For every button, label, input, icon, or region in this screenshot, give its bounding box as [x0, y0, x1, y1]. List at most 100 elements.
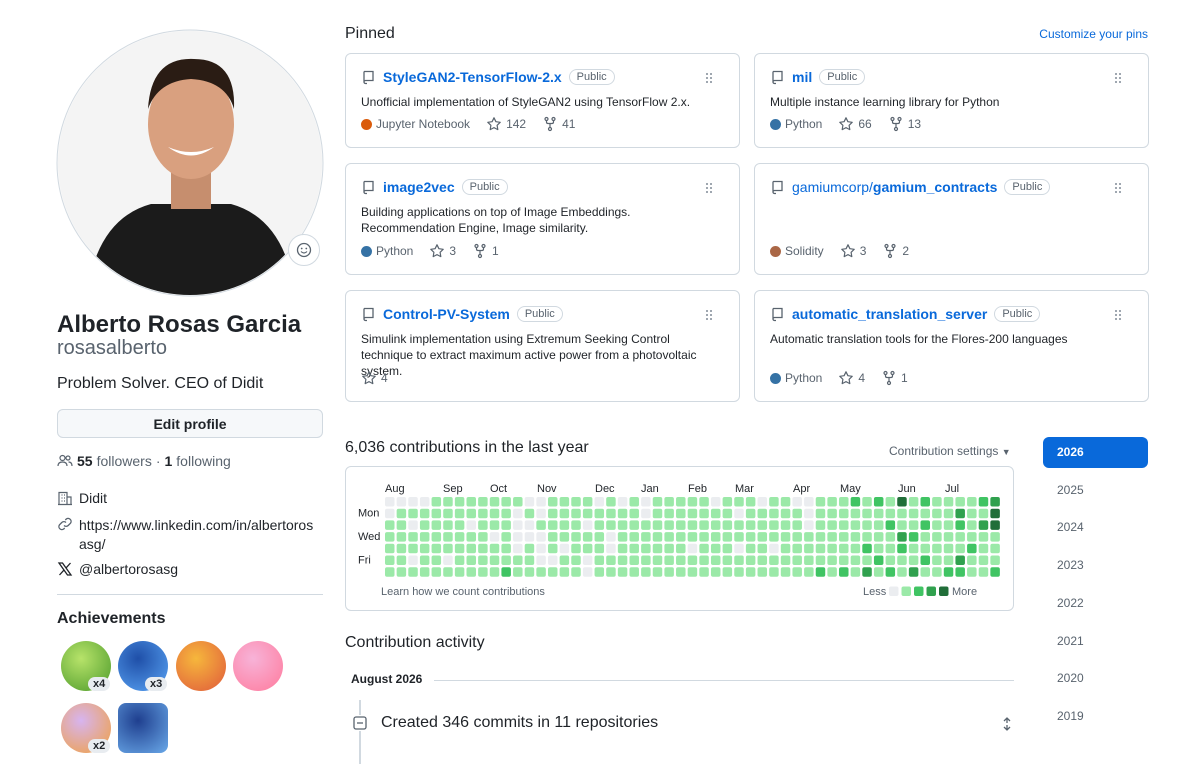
year-button[interactable]: 2019	[1057, 708, 1084, 723]
contribution-cell	[897, 508, 907, 519]
activity-item[interactable]: Created 346 commits in 11 repositories	[381, 714, 659, 731]
month-label: May	[840, 483, 861, 495]
repo-meta: Jupyter Notebook 142 41	[361, 116, 591, 132]
website-row: https://www.linkedin.com/in/albertorosas…	[57, 516, 319, 554]
fork-icon	[882, 243, 898, 259]
contribution-cell	[385, 532, 395, 542]
achievement-badge[interactable]	[118, 703, 168, 753]
contribution-cell	[815, 508, 826, 519]
contribution-cell	[827, 555, 837, 565]
contribution-cell	[885, 532, 896, 542]
contribution-cell	[967, 508, 977, 519]
stars[interactable]: 3	[840, 243, 866, 259]
contribution-cell	[419, 532, 430, 542]
achievement-badge[interactable]	[176, 641, 226, 691]
edit-profile-button[interactable]: Edit profile	[57, 409, 323, 438]
repo-name[interactable]: Control-PV-System	[383, 306, 510, 322]
month-label: Sep	[443, 483, 463, 495]
contribution-cell	[478, 567, 488, 577]
followers-label[interactable]: followers	[96, 453, 152, 469]
contribution-cell	[967, 520, 977, 530]
year-button[interactable]: 2025	[1057, 482, 1084, 497]
contribution-cell	[536, 532, 546, 542]
forks[interactable]: 1	[881, 370, 908, 386]
follow-row: 55 followers · 1 following	[57, 453, 231, 469]
contribution-cell	[920, 532, 931, 542]
stars[interactable]: 142	[486, 116, 526, 132]
repo-icon-svg	[772, 307, 783, 322]
contribution-cell	[920, 567, 931, 577]
repo-icon-svg	[363, 307, 374, 322]
star-count: 66	[858, 117, 872, 131]
contribution-cell	[804, 520, 814, 530]
drag-handle	[1110, 180, 1126, 196]
forks[interactable]: 13	[888, 116, 921, 132]
year-button[interactable]: 2021	[1057, 633, 1084, 648]
year-button[interactable]: 2026	[1043, 437, 1148, 468]
month-label: Jul	[945, 483, 959, 495]
stars[interactable]: 3	[429, 243, 456, 259]
achievement-badge[interactable]	[233, 641, 283, 691]
drag-handle-svg	[1115, 183, 1121, 193]
day-label: Fri	[358, 555, 371, 567]
contribution-cell	[489, 508, 500, 519]
customize-pins-link[interactable]: Customize your pins	[1039, 27, 1148, 41]
stars[interactable]: 4	[361, 370, 388, 386]
contribution-cell	[827, 543, 837, 554]
contribution-cell	[396, 543, 407, 554]
repo-owner[interactable]: gamiumcorp/	[792, 179, 873, 195]
repo-name[interactable]: mil	[792, 69, 813, 85]
contribution-cell	[908, 555, 919, 565]
contribution-cell	[582, 543, 593, 554]
contribution-cell	[804, 543, 814, 554]
contribution-cell	[978, 520, 989, 530]
language-name: Python	[785, 371, 823, 385]
forks[interactable]: 1	[472, 243, 499, 259]
contribution-cell	[489, 520, 500, 530]
followers-count[interactable]: 55	[77, 453, 93, 469]
repo-name[interactable]: StyleGAN2-TensorFlow-2.x	[383, 69, 562, 85]
stars[interactable]: 4	[838, 370, 865, 386]
following-label[interactable]: following	[176, 453, 231, 469]
contribution-cell	[501, 543, 511, 554]
contribution-settings[interactable]: Contribution settings ▼	[889, 444, 1011, 458]
status-button[interactable]	[288, 234, 320, 266]
month-label: Apr	[793, 483, 810, 495]
year-button[interactable]: 2023	[1057, 558, 1084, 573]
repo-name[interactable]: gamium_contracts	[872, 179, 998, 195]
contribution-cell	[710, 567, 721, 577]
following-count[interactable]: 1	[164, 453, 173, 469]
contribution-cell	[804, 567, 814, 577]
graph-svg: Aug Sep Oct Nov Dec Jan Feb Mar Apr May Jun Jul Mon W…	[358, 483, 1000, 598]
language-name: Python	[376, 244, 414, 258]
contribution-cell	[431, 520, 442, 530]
year-button[interactable]: 2024	[1057, 520, 1084, 535]
contribution-cell	[547, 497, 558, 507]
contribution-cell	[850, 555, 861, 565]
forks[interactable]: 2	[882, 243, 909, 259]
contribution-cell	[617, 508, 628, 519]
pinned-repo-card: image2vec Public Building applications on …	[345, 163, 740, 275]
contribution-cell	[699, 567, 709, 577]
expand-toggle[interactable]	[999, 716, 1015, 732]
repo-name[interactable]: automatic_translation_server	[792, 306, 988, 322]
contribution-cell	[978, 567, 989, 577]
year-button[interactable]: 2022	[1057, 595, 1084, 610]
contribution-cell	[792, 532, 802, 542]
contribution-cell	[559, 520, 570, 530]
language-dot	[770, 118, 781, 130]
language-dot	[770, 245, 781, 257]
year-button[interactable]: 2020	[1057, 671, 1084, 686]
forks[interactable]: 41	[542, 116, 575, 132]
repo-name[interactable]: image2vec	[383, 179, 455, 195]
stars[interactable]: 66	[838, 116, 872, 132]
language: Python	[770, 116, 822, 132]
website-link[interactable]: https://www.linkedin.com/in/albertorosas…	[79, 517, 314, 552]
twitter-handle[interactable]: @albertorosasg	[79, 561, 179, 577]
contribution-cell	[431, 532, 442, 542]
contribution-cell	[536, 520, 546, 530]
contribution-cell	[722, 543, 733, 554]
visibility-badge: Public	[819, 69, 866, 85]
contribution-cell	[664, 567, 674, 577]
month-label: Mar	[735, 483, 754, 495]
